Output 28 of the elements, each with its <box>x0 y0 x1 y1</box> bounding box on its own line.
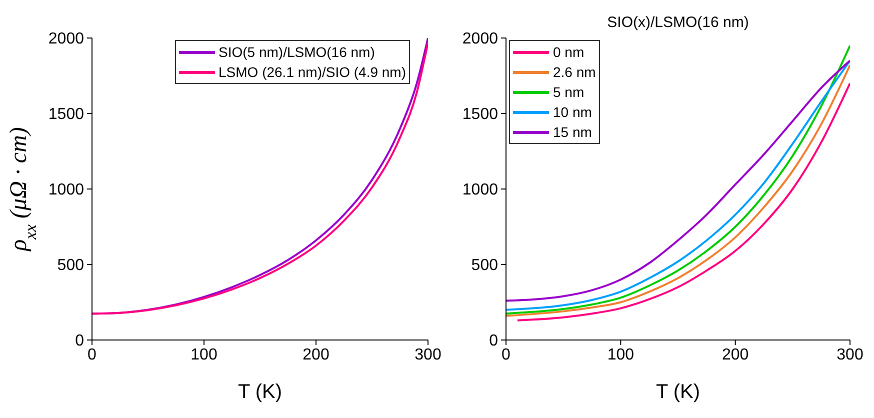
x-tick-label: 100 <box>607 346 634 364</box>
legend-title: SIO(x)/LSMO(16 nm) <box>606 14 750 31</box>
y-tick-label: 1500 <box>48 106 84 124</box>
x-tick-label: 200 <box>722 346 749 364</box>
y-tick-label: 500 <box>57 257 84 274</box>
legend-label: 5 nm <box>553 83 584 102</box>
x-axis-title: T (K) <box>238 381 282 403</box>
y-tick-label: 2000 <box>462 30 498 48</box>
legend-label: SIO(5 nm)/LSMO(16 nm) <box>218 43 375 62</box>
x-tick-label: 300 <box>836 346 864 364</box>
y-tick-label: 1500 <box>462 106 498 124</box>
legend-label: 2.6 nm <box>553 63 596 82</box>
legend-label: 0 nm <box>553 43 584 62</box>
legend-label: LSMO (26.1 nm)/SIO (4.9 nm) <box>218 63 406 82</box>
legend-label: 10 nm <box>553 103 592 122</box>
x-axis-title: T (K) <box>656 381 700 403</box>
y-tick-label: 1000 <box>462 182 498 199</box>
x-tick-label: 200 <box>302 346 330 364</box>
x-tick-label: 0 <box>502 346 511 364</box>
x-tick-label: 100 <box>190 346 218 364</box>
y-tick-label: 500 <box>471 257 498 274</box>
legend-label: 15 nm <box>553 123 592 142</box>
x-tick-label: 300 <box>414 346 442 364</box>
y-tick-label: 0 <box>75 332 84 350</box>
y-tick-label: 2000 <box>48 30 84 48</box>
x-tick-label: 0 <box>88 346 97 364</box>
y-tick-label: 1000 <box>48 182 84 199</box>
y-tick-label: 0 <box>489 332 498 350</box>
